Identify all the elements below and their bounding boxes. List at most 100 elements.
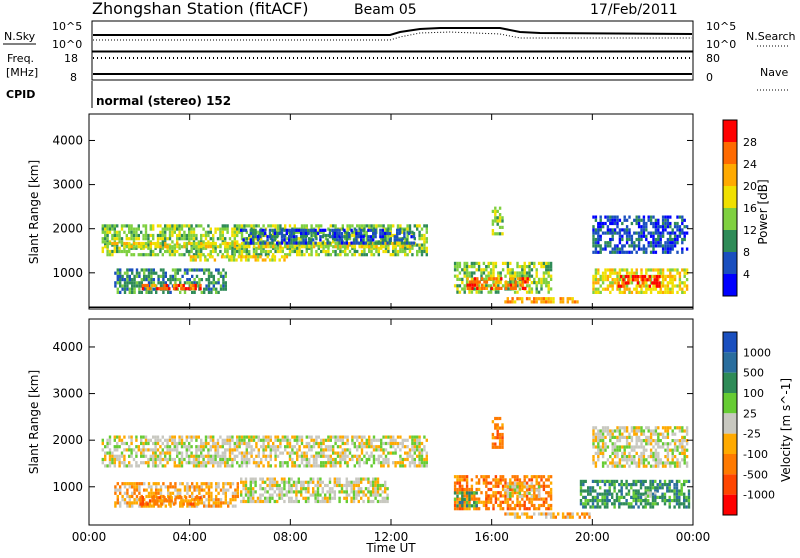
data-cell <box>538 492 540 495</box>
data-cell <box>536 475 538 478</box>
data-cell <box>604 483 606 486</box>
data-cell <box>303 452 305 455</box>
data-cell <box>313 245 315 248</box>
data-cell <box>456 482 458 485</box>
data-cell <box>468 271 470 274</box>
data-cell <box>310 250 312 253</box>
data-cell <box>315 439 317 442</box>
data-cell <box>300 490 302 493</box>
data-cell <box>294 445 296 448</box>
data-cell <box>117 281 119 284</box>
data-cell <box>139 496 141 499</box>
data-cell <box>248 458 250 461</box>
data-cell <box>426 228 428 231</box>
data-cell <box>186 492 188 495</box>
data-cell <box>319 229 321 232</box>
data-cell <box>142 237 144 240</box>
data-cell <box>162 237 164 240</box>
data-cell <box>296 452 298 455</box>
data-cell <box>375 439 377 442</box>
data-cell <box>217 439 219 442</box>
data-cell <box>592 235 594 238</box>
data-cell <box>133 247 135 250</box>
data-cell <box>679 235 681 238</box>
data-cell <box>145 442 147 445</box>
data-cell <box>118 436 120 439</box>
data-cell <box>217 464 219 467</box>
data-cell <box>377 494 379 497</box>
data-cell <box>459 265 461 268</box>
data-cell <box>528 297 530 300</box>
data-cell <box>298 464 300 467</box>
data-cell <box>278 497 280 500</box>
data-cell <box>643 225 645 228</box>
data-cell <box>353 497 355 500</box>
data-cell <box>418 436 420 439</box>
data-cell <box>330 461 332 464</box>
data-cell <box>660 268 662 271</box>
data-cell <box>543 262 545 265</box>
data-cell <box>516 516 518 519</box>
data-cell <box>658 275 660 278</box>
data-cell <box>346 494 348 497</box>
data-cell <box>308 253 310 256</box>
nave-tick-top: 80 <box>706 52 720 65</box>
data-cell <box>604 429 606 432</box>
data-cell <box>627 278 629 281</box>
data-cell <box>225 284 227 287</box>
data-cell <box>619 238 621 241</box>
data-cell <box>164 231 166 234</box>
data-cell <box>642 278 644 281</box>
data-cell <box>536 297 538 300</box>
data-cell <box>322 439 324 442</box>
data-cell <box>688 502 690 505</box>
data-cell <box>334 464 336 467</box>
data-cell <box>495 277 497 280</box>
data-cell <box>524 478 526 481</box>
data-cell <box>384 481 386 484</box>
data-cell <box>114 234 116 237</box>
data-cell <box>337 253 339 256</box>
data-cell <box>373 448 375 451</box>
data-cell <box>606 493 608 496</box>
data-cell <box>162 228 164 231</box>
data-cell <box>116 436 118 439</box>
data-cell <box>167 489 169 492</box>
data-cell <box>148 492 150 495</box>
data-cell <box>289 439 291 442</box>
data-cell <box>671 489 673 492</box>
data-cell <box>339 250 341 253</box>
data-cell <box>190 499 192 502</box>
data-cell <box>142 496 144 499</box>
data-cell <box>426 439 428 442</box>
data-cell <box>124 485 126 488</box>
data-cell <box>587 493 589 496</box>
data-cell <box>157 275 159 278</box>
data-cell <box>286 481 288 484</box>
data-cell <box>254 500 256 503</box>
data-cell <box>552 297 554 300</box>
data-cell <box>683 483 685 486</box>
data-cell <box>222 439 224 442</box>
data-cell <box>133 253 135 256</box>
data-cell <box>198 278 200 281</box>
data-cell <box>195 255 197 258</box>
data-cell <box>550 488 552 491</box>
data-cell <box>640 502 642 505</box>
data-cell <box>267 455 269 458</box>
data-cell <box>314 235 316 238</box>
data-cell <box>624 288 626 291</box>
data-cell <box>200 452 202 455</box>
data-cell <box>394 452 396 455</box>
data-cell <box>540 478 542 481</box>
data-cell <box>260 250 262 253</box>
data-cell <box>183 231 185 234</box>
data-cell <box>276 242 278 245</box>
data-cell <box>138 492 140 495</box>
data-cell <box>550 275 552 278</box>
data-cell <box>247 500 249 503</box>
data-cell <box>227 501 229 504</box>
data-cell <box>116 455 118 458</box>
data-cell <box>510 277 512 280</box>
data-cell <box>481 287 483 290</box>
